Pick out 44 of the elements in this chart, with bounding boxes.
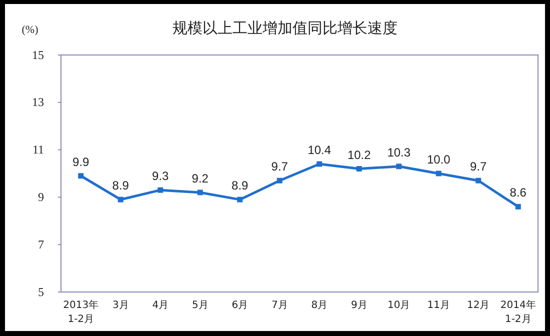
data-label: 9.9 [72, 154, 90, 169]
data-label: 9.2 [192, 171, 209, 186]
data-label: 10.4 [308, 143, 332, 158]
x-tick-label: 12月 [467, 300, 490, 311]
y-tick-label: 9 [38, 190, 44, 204]
x-tick-label: 3月 [112, 300, 129, 311]
data-label: 10.2 [347, 148, 372, 162]
point [78, 173, 84, 179]
y-tick-label: 15 [32, 48, 44, 62]
data-label: 8.9 [232, 178, 249, 193]
y-tick-label: 11 [32, 142, 44, 157]
x-tick-label: 8月 [311, 300, 328, 311]
point [197, 190, 203, 196]
x-tick-label: 7月 [271, 300, 288, 311]
point [396, 164, 402, 170]
data-label: 9.7 [271, 160, 288, 174]
y-tick-label: 7 [38, 237, 44, 252]
x-tick-label: 11月 [427, 300, 450, 311]
point [237, 196, 243, 202]
data-label: 9.3 [152, 169, 170, 184]
point [476, 178, 482, 184]
point [276, 178, 282, 184]
y-tick-label: 13 [32, 95, 44, 110]
x-tick-label: 9月 [350, 300, 368, 311]
point [515, 204, 521, 210]
point [436, 170, 442, 176]
x-tick-label: 2014年 1-2月 [500, 299, 536, 325]
x-tick-label: 4月 [152, 300, 169, 311]
x-tick-label: 6月 [232, 300, 248, 311]
data-label: 10.3 [387, 145, 411, 160]
point [158, 187, 164, 193]
data-label: 10.0 [426, 152, 451, 166]
data-label: 8.6 [510, 186, 527, 200]
x-tick-label: 2013年 1-2月 [63, 299, 99, 325]
point [118, 196, 124, 202]
x-tick-label: 10月 [388, 300, 410, 311]
point [356, 166, 362, 172]
y-tick-label: 5 [38, 284, 44, 299]
data-label: 9.7 [470, 160, 488, 174]
x-tick-label: 5月 [192, 300, 208, 311]
y-axis-title: (%) [22, 24, 39, 36]
chart-title: 规模以上工业增加值同比增长速度 [172, 19, 398, 37]
point [316, 161, 322, 167]
data-label: 8.9 [112, 178, 130, 193]
